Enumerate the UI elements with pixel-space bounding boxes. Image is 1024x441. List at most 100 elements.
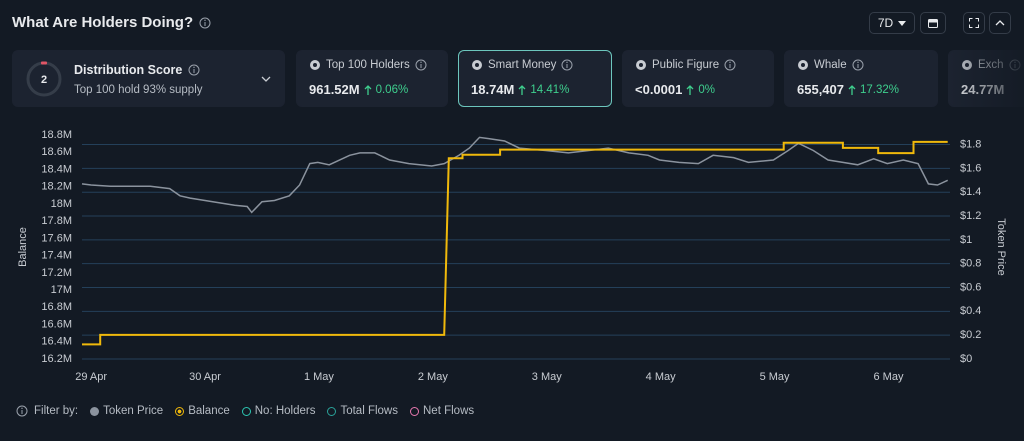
range-select[interactable]: 7D	[869, 12, 915, 34]
card-change: 14.41%	[530, 83, 570, 96]
up-arrow	[518, 84, 526, 95]
y2-tick-label: $0.4	[960, 305, 981, 317]
score-value: 2	[41, 74, 47, 86]
score-heading: Distribution Score	[74, 63, 200, 77]
card-icon	[472, 60, 482, 70]
expand-icon[interactable]	[261, 76, 271, 82]
card-label: Top 100 Holders	[309, 59, 435, 71]
legend-marker	[90, 406, 100, 416]
y2-tick-label: $1.2	[960, 210, 981, 222]
metric-card[interactable]: Public Figure <0.0001 0%	[622, 50, 774, 107]
legend-item[interactable]: Token Price	[90, 405, 163, 417]
up-arrow	[848, 84, 856, 95]
y-tick-label: 17.2M	[41, 267, 72, 279]
legend-marker	[327, 406, 337, 416]
legend-item[interactable]: Total Flows	[327, 405, 398, 417]
card-label: Whale	[797, 59, 925, 71]
info-icon[interactable]	[188, 64, 200, 76]
card-value: 961.52M	[309, 82, 360, 97]
y2-tick-label: $0.2	[960, 329, 981, 341]
y-axis-title: Balance	[17, 227, 29, 267]
info-icon[interactable]	[415, 59, 427, 71]
filter-label: Filter by:	[34, 405, 79, 417]
metric-card[interactable]: Top 100 Holders 961.52M 0.06%	[296, 50, 448, 107]
card-value-row: 655,407 17.32%	[797, 82, 925, 97]
legend-label: Net Flows	[423, 405, 475, 417]
calendar-icon	[928, 19, 938, 28]
calendar-button[interactable]	[920, 12, 946, 34]
card-value-row: 18.74M 14.41%	[471, 82, 599, 97]
y-tick-label: 16.2M	[41, 353, 72, 365]
y2-axis-title: Token Price	[995, 218, 1007, 275]
series-line	[81, 136, 949, 214]
score-note: Top 100 hold 93% supply	[74, 84, 203, 96]
card-value-row: 961.52M 0.06%	[309, 82, 435, 97]
info-icon[interactable]	[852, 59, 864, 71]
y-tick-label: 17.8M	[41, 215, 72, 227]
card-value: <0.0001	[635, 82, 683, 97]
y-tick-label: 18.2M	[41, 181, 72, 193]
info-icon[interactable]	[724, 59, 736, 71]
card-icon	[798, 60, 808, 70]
y2-tick-label: $0.8	[960, 258, 981, 270]
legend-label: Total Flows	[340, 405, 398, 417]
legend-label: Token Price	[103, 405, 164, 417]
info-icon[interactable]	[16, 405, 28, 417]
fullscreen-button[interactable]	[963, 12, 985, 34]
y2-tick-label: $0.6	[960, 281, 981, 293]
y-tick-label: 17M	[51, 284, 72, 296]
legend-label: No: Holders	[254, 405, 316, 417]
y-tick-label: 16.8M	[41, 301, 72, 313]
chart: $0 $0.2 $0.4 $0.6 $0.8 $1 $1.2 $1.4 $1.6 $1.8 16.2…	[17, 129, 1007, 383]
y-tick-label: 18.8M	[41, 129, 72, 141]
legend-item[interactable]: Balance	[175, 405, 230, 417]
score-label: Distribution Score	[74, 63, 183, 77]
metric-card[interactable]: Smart Money 18.74M 14.41%	[458, 50, 612, 107]
y-tick-label: 18M	[51, 198, 72, 210]
filter-bar: Filter by: Token Price Balance No: Holders…	[16, 403, 480, 419]
y-tick-label: 17.4M	[41, 250, 72, 262]
legend-item[interactable]: No: Holders	[241, 405, 316, 417]
card-fade	[948, 50, 1024, 107]
collapse-icon	[995, 20, 1005, 26]
y2-tick-label: $0	[960, 353, 972, 365]
metric-card[interactable]: Whale 655,407 17.32%	[784, 50, 938, 107]
x-tick-label: 29 Apr	[75, 371, 107, 383]
x-tick-label: 30 Apr	[189, 371, 221, 383]
card-icon	[636, 60, 646, 70]
range-label: 7D	[877, 16, 894, 30]
y-tick-label: 17.6M	[41, 232, 72, 244]
series-line	[82, 140, 948, 346]
y-tick-label: 18.4M	[41, 163, 72, 175]
card-value-row: <0.0001 0%	[635, 82, 761, 97]
x-tick-label: 3 May	[532, 371, 562, 383]
up-arrow	[686, 84, 694, 95]
card-label: Public Figure	[635, 59, 761, 71]
y2-tick-label: $1.8	[960, 138, 981, 150]
header: What Are Holders Doing?	[12, 14, 211, 31]
legend-marker	[241, 406, 251, 416]
score-ring: 2	[26, 61, 62, 97]
y-tick-label: 16.4M	[41, 336, 72, 348]
card-title: Top 100 Holders	[326, 59, 410, 71]
card-change: 0%	[698, 83, 715, 96]
up-arrow	[364, 84, 372, 95]
info-icon[interactable]	[561, 59, 573, 71]
collapse-button[interactable]	[989, 12, 1011, 34]
card-value: 18.74M	[471, 82, 515, 97]
info-icon[interactable]	[199, 17, 211, 29]
legend-item[interactable]: Net Flows	[410, 405, 474, 417]
score-card[interactable]: 2 Distribution Score Top 100 hold 93% su…	[12, 50, 285, 107]
x-tick-label: 1 May	[304, 371, 334, 383]
x-tick-label: 6 May	[874, 371, 904, 383]
card-change: 0.06%	[375, 83, 409, 96]
card-change: 17.32%	[860, 83, 900, 96]
card-icon	[310, 60, 320, 70]
legend-marker	[175, 406, 185, 416]
fullscreen-icon	[969, 18, 979, 28]
y2-tick-label: $1.6	[960, 162, 981, 174]
page-title: What Are Holders Doing?	[12, 14, 194, 31]
legend-label: Balance	[188, 405, 230, 417]
y2-tick-label: $1	[960, 234, 972, 246]
